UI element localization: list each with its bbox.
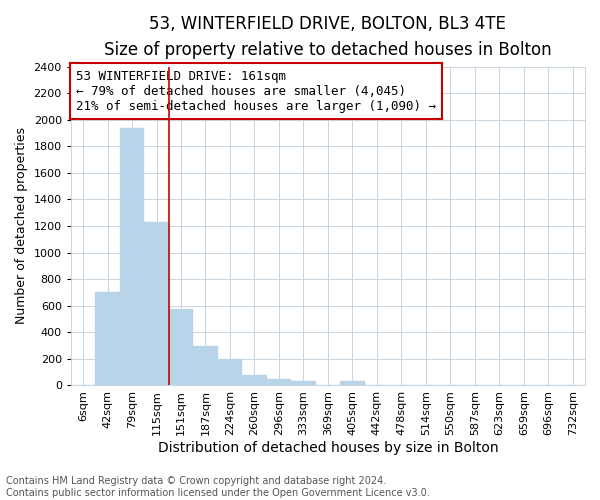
Bar [144,222,169,386]
Bar [95,292,120,386]
Title: 53, WINTERFIELD DRIVE, BOLTON, BL3 4TE
Size of property relative to detached hou: 53, WINTERFIELD DRIVE, BOLTON, BL3 4TE S… [104,15,552,60]
Bar [242,375,267,386]
Bar [267,380,291,386]
Text: Contains HM Land Registry data © Crown copyright and database right 2024.
Contai: Contains HM Land Registry data © Crown c… [6,476,430,498]
Bar [193,346,218,386]
Bar [365,385,389,386]
Bar [340,382,365,386]
Text: 53 WINTERFIELD DRIVE: 161sqm
← 79% of detached houses are smaller (4,045)
21% of: 53 WINTERFIELD DRIVE: 161sqm ← 79% of de… [76,70,436,112]
Bar [169,309,193,386]
Bar [120,128,144,386]
Bar [291,382,316,386]
X-axis label: Distribution of detached houses by size in Bolton: Distribution of detached houses by size … [158,441,498,455]
Y-axis label: Number of detached properties: Number of detached properties [15,128,28,324]
Bar [218,359,242,386]
